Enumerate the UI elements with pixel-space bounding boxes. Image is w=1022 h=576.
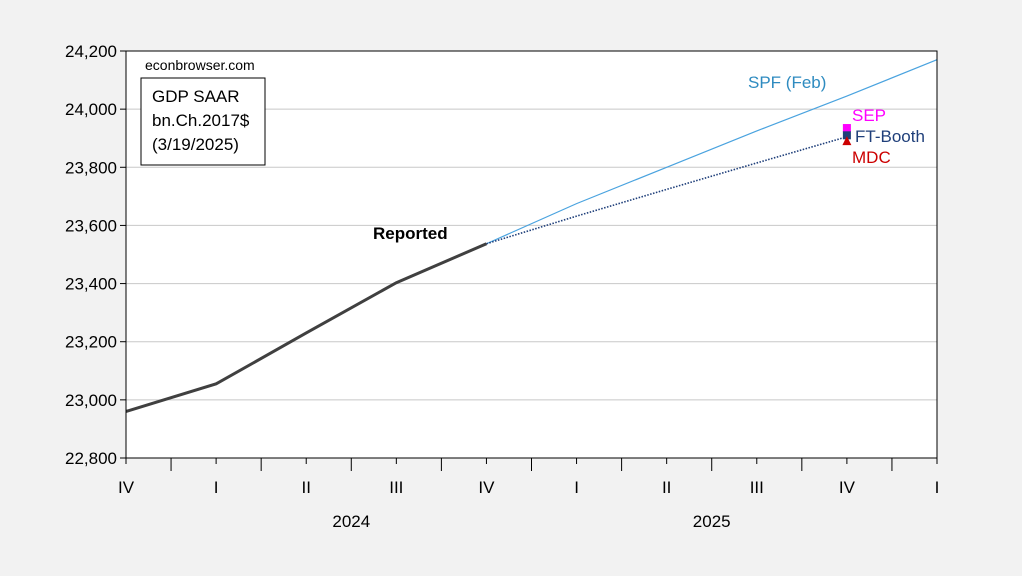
x-tick-label: II: [662, 478, 671, 497]
x-tick-label: III: [389, 478, 403, 497]
x-tick-label: I: [935, 478, 940, 497]
info-box: [140, 77, 266, 166]
year-label: 2024: [332, 512, 370, 531]
annotation-sep: SEP: [852, 106, 886, 125]
y-tick-label: 23,600: [65, 216, 117, 235]
annotation-reported: Reported: [373, 224, 448, 243]
x-tick-label: II: [301, 478, 310, 497]
x-tick-label: I: [214, 478, 219, 497]
series-line-reported: [125, 242, 488, 413]
marker-sep: [842, 124, 851, 133]
y-tick-label: 23,400: [65, 275, 117, 294]
annotation-spf: SPF (Feb): [748, 73, 826, 92]
x-tick-label: III: [750, 478, 764, 497]
x-tick-label: IV: [118, 478, 135, 497]
x-tick-label: I: [574, 478, 579, 497]
series-line-ft-booth: [486, 135, 848, 245]
source-note: econbrowser.com: [145, 57, 255, 73]
annotation-ft-booth: FT-Booth: [855, 127, 925, 146]
y-tick-label: 23,000: [65, 391, 117, 410]
info-box-line-3: (3/19/2025): [152, 135, 239, 154]
series-line-spf-feb: [486, 59, 938, 245]
series-layer: [125, 59, 938, 413]
y-tick-label: 24,200: [65, 42, 117, 61]
marker-mdc: [842, 136, 852, 146]
info-box-line-2: bn.Ch.2017$: [152, 111, 250, 130]
year-label: 2025: [693, 512, 731, 531]
gridlines: [126, 108, 937, 401]
info-box-line-1: GDP SAAR: [152, 87, 240, 106]
y-axis: 22,800 23,000 23,200 23,400 23,600 23,800 24,0…: [65, 42, 126, 468]
y-tick-label: 24,000: [65, 100, 117, 119]
y-tick-label: 22,800: [65, 449, 117, 468]
x-tick-label: IV: [839, 478, 856, 497]
annotation-mdc: MDC: [852, 148, 891, 167]
annotation-layer: [842, 124, 852, 146]
y-tick-label: 23,800: [65, 158, 117, 177]
y-tick-label: 23,200: [65, 333, 117, 352]
marker-ft-booth: [842, 131, 851, 140]
x-tick-label: IV: [478, 478, 495, 497]
